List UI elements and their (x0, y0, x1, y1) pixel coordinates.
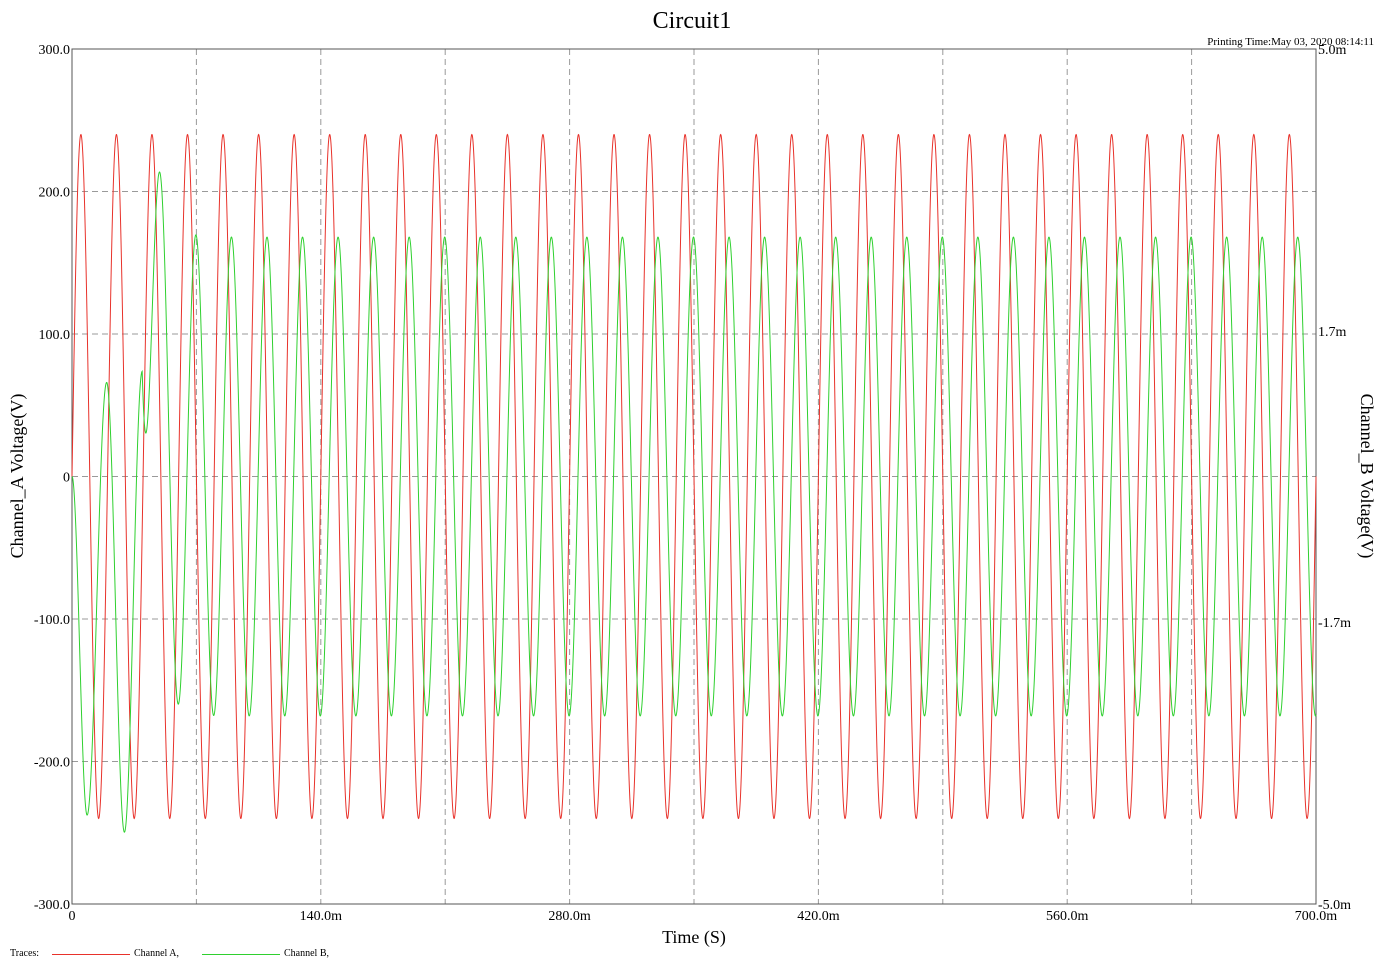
legend-entry-channel-b: Channel B, (284, 948, 329, 959)
series-line-channel-b (71, 171, 1317, 833)
y-tick-label-left: -300.0 (34, 898, 70, 913)
x-tick-label: 280.0m (548, 909, 591, 924)
tick-labels: 0 140.0m 280.0m 420.0m 560.0m 700.0m 300.0 200.… (34, 43, 1351, 924)
series-layer (71, 133, 1317, 833)
x-tick-label: 420.0m (797, 909, 840, 924)
legend-swatch-channel-a (52, 954, 130, 955)
y-tick-label-right: 1.7m (1318, 325, 1347, 340)
y-tick-label-right: 5.0m (1318, 43, 1347, 58)
series-line-channel-a (71, 133, 1317, 820)
legend-swatch-channel-b (202, 954, 280, 955)
legend-entry-channel-a: Channel A, (134, 948, 179, 959)
y-tick-label-left: 300.0 (39, 43, 71, 58)
y-tick-label-left: 100.0 (39, 328, 71, 343)
x-tick-label: 140.0m (300, 909, 343, 924)
chart-title: Circuit1 (653, 8, 732, 34)
y-axis-label-left: Channel_A Voltage(V) (7, 394, 28, 559)
y-tick-label-left: 0 (63, 471, 70, 486)
y-tick-label-right: -5.0m (1318, 898, 1351, 913)
y-axis-label-right: Channel_B Voltage(V) (1356, 394, 1377, 559)
y-tick-label-left: -100.0 (34, 613, 70, 628)
printing-time: Printing Time:May 03, 2020 08:14:11 (1207, 36, 1374, 48)
x-tick-label: 0 (69, 909, 76, 924)
x-tick-label: 560.0m (1046, 909, 1089, 924)
legend: Traces: Channel A, Channel B, (10, 946, 430, 962)
grid (72, 49, 1316, 904)
y-tick-label-right: -1.7m (1318, 616, 1351, 631)
x-tick-label: 700.0m (1295, 909, 1338, 924)
x-axis-label: Time (S) (662, 927, 726, 948)
legend-title: Traces: (10, 948, 40, 959)
y-tick-label-left: -200.0 (34, 756, 70, 771)
y-tick-label-left: 200.0 (39, 186, 71, 201)
